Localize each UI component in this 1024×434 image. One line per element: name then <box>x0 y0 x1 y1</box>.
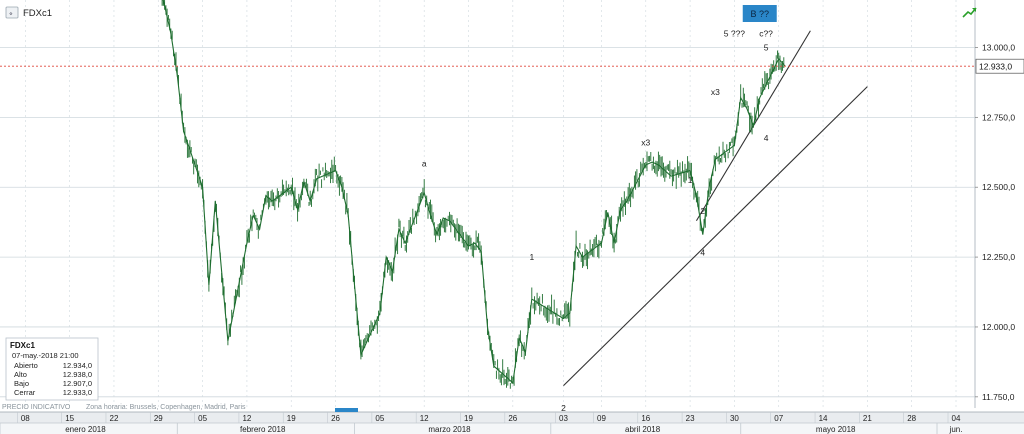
wave-label-2-high: 2 <box>700 206 705 216</box>
info-box-title: FDXc1 <box>10 341 35 350</box>
info-box-datetime: 07-may.-2018 21:00 <box>12 351 79 360</box>
info-box-frame <box>5 337 99 401</box>
x-day-label: 19 <box>287 414 296 423</box>
time-axis: 08 15 22 29 05 12 19 26 05 12 19 26 03 09 16 23 30 07 14 21… <box>0 408 1024 434</box>
wave-label-1-low: 1 <box>529 252 534 262</box>
month-axis-band <box>0 423 1024 434</box>
x-month-label: enero 2018 <box>65 425 106 434</box>
wave-label-1-high: 1 <box>688 175 693 185</box>
wave-label-5: 5 <box>764 42 769 52</box>
trend-up-icon[interactable] <box>962 7 977 18</box>
x-day-label: 22 <box>110 414 119 423</box>
x-day-label: 12 <box>242 414 251 423</box>
x-day-label: 03 <box>559 414 568 423</box>
wave-label-2-low: 2 <box>561 403 566 413</box>
info-row-open-value: 12.934,0 <box>63 361 92 370</box>
b-badge-box <box>742 5 777 22</box>
x-day-label: 26 <box>331 414 340 423</box>
x-day-label: 19 <box>464 414 473 423</box>
last-price-value: 12.933,0 <box>979 62 1012 72</box>
price-series <box>161 0 786 389</box>
wave-label-x3-top: x3 <box>711 87 720 97</box>
wave-label-a: a <box>422 158 427 168</box>
x-month-label: febrero 2018 <box>240 425 286 434</box>
x-day-label: 05 <box>375 414 384 423</box>
info-row-close-label: Cerrar <box>14 388 36 397</box>
ohlc-info-box: FDXc1 07-may.-2018 21:00 Abierto 12.934,… <box>5 337 99 401</box>
x-month-label: abril 2018 <box>625 425 661 434</box>
indicative-price-note: PRECIO INDICATIVO <box>2 404 71 411</box>
info-row-close-value: 12.933,0 <box>63 388 92 397</box>
x-month-label: mayo 2018 <box>816 425 856 434</box>
x-day-label: 07 <box>774 414 783 423</box>
b-badge-label: B ?? <box>750 9 769 19</box>
b-badge[interactable]: B ?? <box>742 5 777 22</box>
y-tick-label: 12.250,0 <box>982 252 1015 262</box>
wave-label-cq: c?? <box>759 28 773 38</box>
last-price-line: 12.933,0 <box>0 58 1024 74</box>
y-tick-label: 12.500,0 <box>982 182 1015 192</box>
range-marker[interactable] <box>335 408 358 412</box>
price-texture <box>161 0 785 389</box>
last-price-box <box>975 58 1024 74</box>
x-day-label: 29 <box>154 414 163 423</box>
wave-label-4-low: 4 <box>700 248 705 258</box>
wave-label-5q: 5 ??? <box>724 28 746 38</box>
chart-type-icon-glyph: ⋄ <box>9 12 13 18</box>
x-day-label: 08 <box>21 414 30 423</box>
x-day-label: 21 <box>863 414 872 423</box>
timezone-note: Zona horaria: Brussels, Copenhagen, Madr… <box>86 404 246 411</box>
x-day-label: 04 <box>952 414 961 423</box>
x-day-label: 05 <box>198 414 207 423</box>
info-row-high-value: 12.938,0 <box>63 370 92 379</box>
info-row-low-label: Bajo <box>14 379 29 388</box>
info-row-low-value: 12.907,0 <box>63 379 92 388</box>
x-day-label: 16 <box>641 414 650 423</box>
symbol-label: FDXc1 <box>23 8 52 19</box>
x-day-label: 14 <box>819 414 828 423</box>
info-row-high-label: Alto <box>14 370 27 379</box>
x-day-label: 30 <box>730 414 739 423</box>
grid-lines <box>0 0 976 408</box>
x-day-label: 09 <box>597 414 606 423</box>
y-tick-label: 13.000,0 <box>982 43 1015 53</box>
day-axis-band <box>0 412 1024 423</box>
chart-type-icon[interactable] <box>5 6 19 19</box>
symbol-header[interactable]: ⋄ FDXc1 <box>5 6 52 19</box>
trendline[interactable] <box>563 86 868 387</box>
price-axis: 11.750,0 12.000,0 12.250,0 12.500,0 12.750,0… <box>975 43 1015 402</box>
info-row-open-label: Abierto <box>14 361 38 370</box>
y-tick-label: 12.000,0 <box>982 322 1015 332</box>
x-month-label: jun. <box>949 425 963 434</box>
wave-label-x3-mid: x3 <box>641 137 650 147</box>
wave-annotations: a 1 2 x3 1 2 4 x3 4 5 ??? c?? 5 <box>422 28 773 412</box>
x-day-label: 23 <box>686 414 695 423</box>
x-day-label: 15 <box>65 414 74 423</box>
x-day-label: 28 <box>907 414 916 423</box>
x-month-label: marzo 2018 <box>428 425 471 434</box>
x-day-label: 12 <box>420 414 429 423</box>
wave-label-4-high: 4 <box>764 133 769 143</box>
x-day-label: 26 <box>508 414 517 423</box>
y-tick-label: 12.750,0 <box>982 112 1015 122</box>
y-tick-label: 11.750,0 <box>982 392 1015 402</box>
